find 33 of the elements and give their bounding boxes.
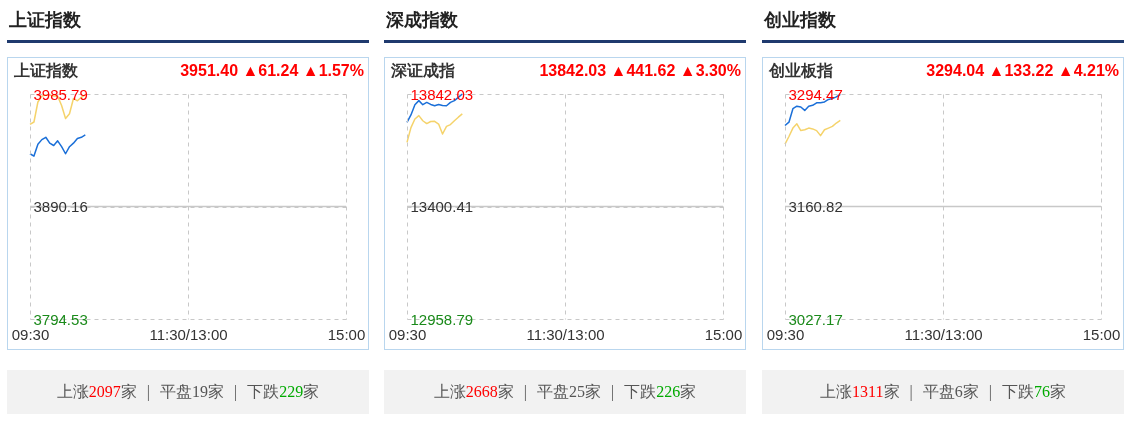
- text: 上涨2668家 | 平盘25家 | 下跌226家: [433, 383, 697, 400]
- y-tick-label: 13842.03: [410, 85, 474, 103]
- y-tick-label: 3294.47: [788, 85, 843, 103]
- y-tick-label: 12958.79: [410, 310, 474, 328]
- line-series: [29, 134, 87, 157]
- line-series: [406, 113, 464, 144]
- y-tick-label: 3985.79: [33, 85, 88, 103]
- text: 上涨2097家 | 平盘19家 | 下跌229家: [56, 383, 320, 400]
- text: 3294.04 ▲133.22 ▲4.21%: [926, 61, 1119, 81]
- y-tick-label: 3794.53: [33, 310, 88, 328]
- chart-subtitle: 深证成指: [391, 61, 455, 81]
- x-tick-label: 15:00: [1082, 325, 1121, 343]
- chart-subtitle: 上证指数: [14, 61, 78, 81]
- x-tick-label: 09:30: [766, 325, 805, 343]
- y-tick-label: 3890.16: [33, 198, 88, 215]
- chart-subtitle: 创业板指: [769, 61, 833, 81]
- x-tick-label: 11:30/13:00: [149, 325, 228, 343]
- text: 上涨1311家 | 平盘6家 | 下跌76家: [820, 383, 1066, 400]
- line-series: [784, 119, 842, 145]
- text: 3951.40 ▲61.24 ▲1.57%: [180, 61, 364, 81]
- chart-title: 深成指数: [384, 0, 746, 43]
- x-tick-label: 15:00: [327, 325, 366, 343]
- y-tick-label: 3160.82: [788, 198, 843, 215]
- y-tick-label: 13400.41: [410, 198, 474, 215]
- x-tick-label: 11:30/13:00: [526, 325, 605, 343]
- x-tick-label: 09:30: [11, 325, 50, 343]
- chart-title: 上证指数: [7, 0, 369, 43]
- chart-title: 创业指数: [762, 0, 1124, 43]
- text: 13842.03 ▲441.62 ▲3.30%: [539, 61, 741, 81]
- x-tick-label: 15:00: [704, 325, 743, 343]
- x-tick-label: 11:30/13:00: [904, 325, 983, 343]
- x-tick-label: 09:30: [388, 325, 427, 343]
- y-tick-label: 3027.17: [788, 310, 843, 328]
